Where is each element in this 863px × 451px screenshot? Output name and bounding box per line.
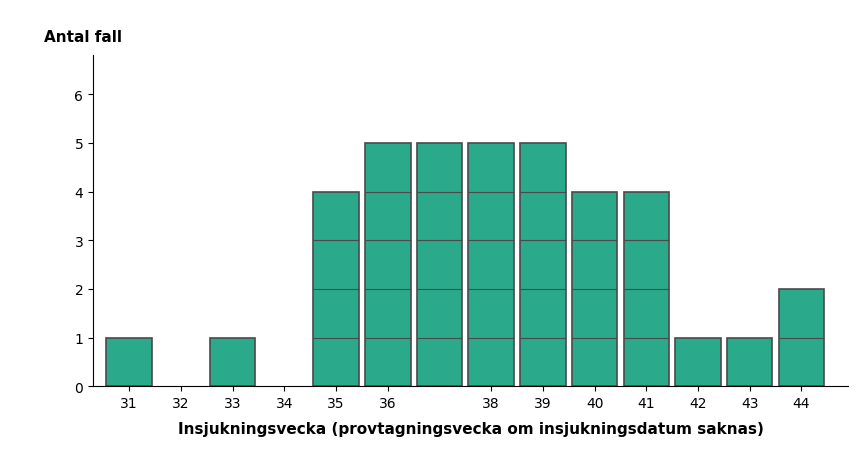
X-axis label: Insjukningsvecka (provtagningsvecka om insjukningsdatum saknas): Insjukningsvecka (provtagningsvecka om i… xyxy=(178,421,764,436)
Bar xyxy=(106,338,152,387)
Bar xyxy=(778,289,824,387)
Bar xyxy=(520,143,565,387)
Bar xyxy=(675,338,721,387)
Text: Antal fall: Antal fall xyxy=(44,30,122,45)
Bar xyxy=(572,192,617,387)
Bar xyxy=(417,143,463,387)
Bar xyxy=(624,192,669,387)
Bar xyxy=(313,192,359,387)
Bar xyxy=(210,338,255,387)
Bar xyxy=(469,143,514,387)
Bar xyxy=(365,143,411,387)
Bar xyxy=(727,338,772,387)
